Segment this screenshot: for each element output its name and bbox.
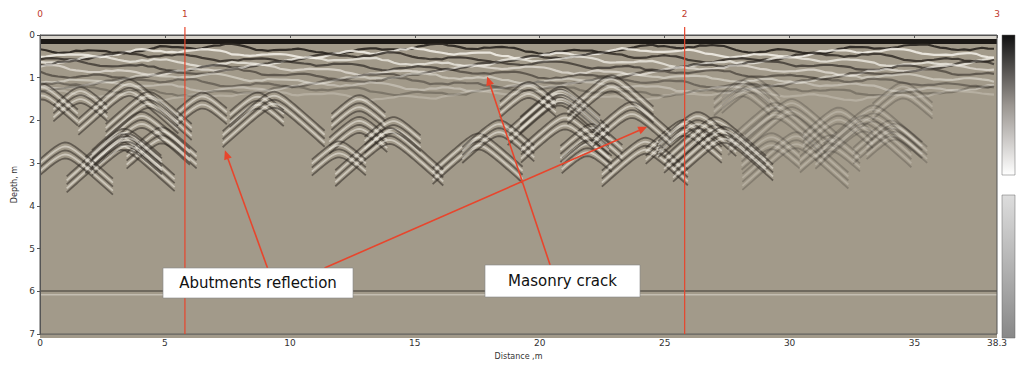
svg-text:3: 3 — [29, 158, 35, 168]
svg-text:35: 35 — [909, 338, 920, 348]
svg-text:15: 15 — [409, 338, 420, 348]
svg-text:38.3: 38.3 — [987, 338, 1007, 348]
svg-text:2: 2 — [682, 9, 688, 19]
svg-text:1: 1 — [182, 9, 188, 19]
svg-text:7: 7 — [29, 329, 35, 339]
svg-text:1: 1 — [29, 73, 35, 83]
svg-text:Masonry crack: Masonry crack — [508, 272, 617, 290]
svg-text:0: 0 — [37, 9, 43, 19]
svg-text:20: 20 — [534, 338, 546, 348]
svg-text:4: 4 — [29, 201, 35, 211]
svg-text:10: 10 — [284, 338, 296, 348]
svg-text:5: 5 — [29, 244, 35, 254]
svg-text:0: 0 — [29, 30, 35, 40]
svg-text:6: 6 — [29, 286, 35, 296]
svg-text:Distance ,m: Distance ,m — [495, 352, 543, 361]
svg-text:25: 25 — [659, 338, 670, 348]
svg-text:3: 3 — [994, 9, 1000, 19]
svg-text:2: 2 — [29, 115, 35, 125]
svg-text:5: 5 — [162, 338, 168, 348]
svg-text:Depth, m: Depth, m — [10, 166, 19, 203]
svg-text:0: 0 — [37, 338, 43, 348]
svg-text:30: 30 — [784, 338, 796, 348]
svg-text:Abutments reflection: Abutments reflection — [179, 274, 337, 292]
